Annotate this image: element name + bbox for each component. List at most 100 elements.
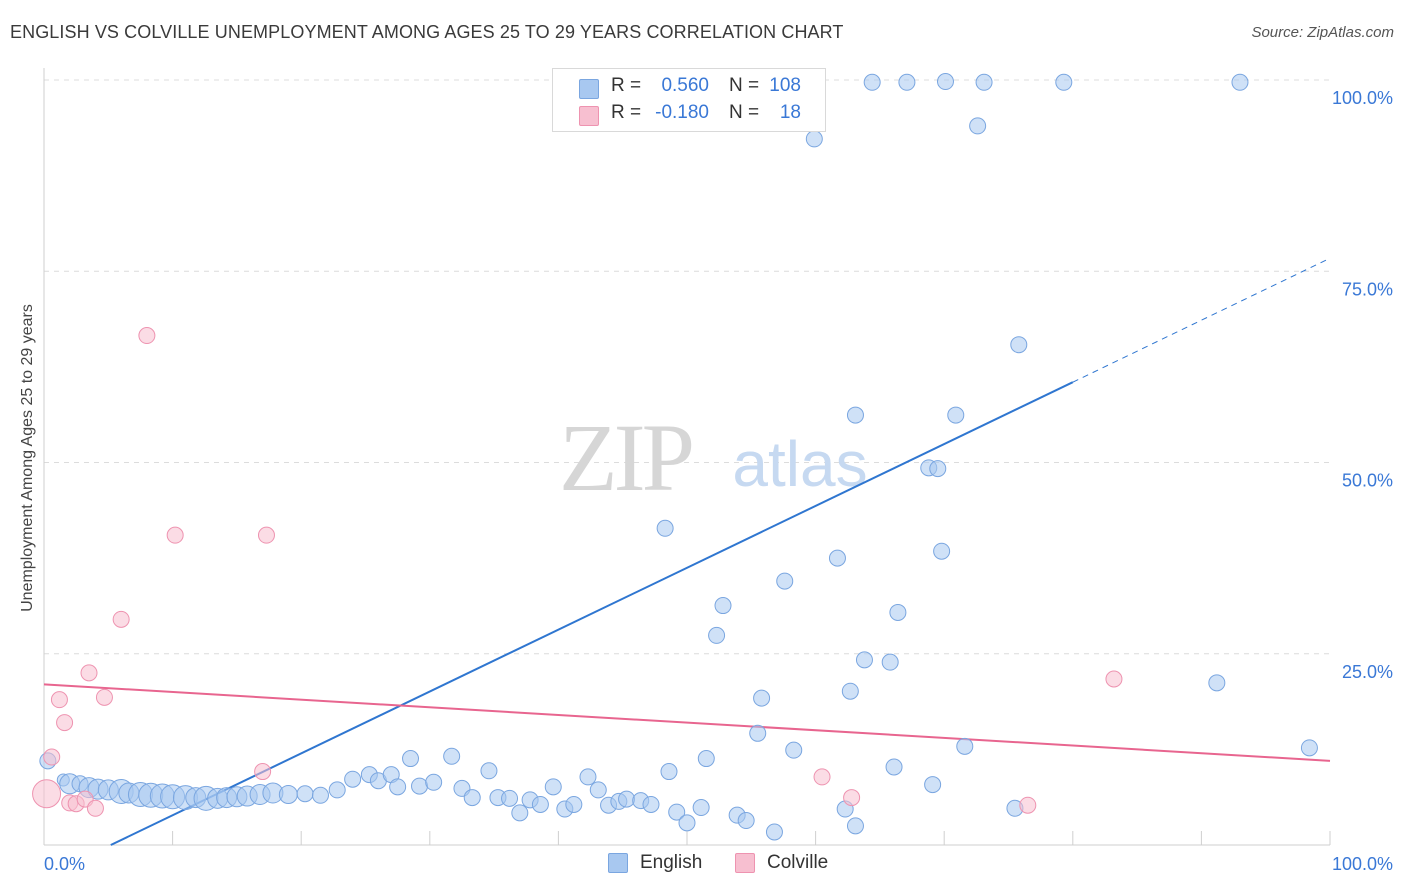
english-point [929,460,947,478]
y-tick-label: 25.0% [1342,662,1393,682]
colville-point [43,748,61,766]
english-point [737,812,755,830]
r-value: -0.180 [655,102,709,123]
english-point [924,776,942,794]
english-point [947,406,965,424]
legend-label-english: English [640,852,703,873]
english-point [642,795,660,813]
english-point [975,73,993,91]
colville-point [138,327,156,345]
watermark-atlas: atlas [732,428,867,500]
data-points [32,73,1318,841]
english-point [969,117,987,135]
colville-point [257,526,275,544]
english-point [697,750,715,768]
r-label: R = [611,75,642,96]
axes [43,68,1331,846]
english-point [933,542,951,560]
english-point [328,781,346,799]
english-point [855,651,873,669]
n-value: 18 [779,102,801,123]
english-point [344,770,362,788]
stats-row-english: R = 0.560 N = 108 [553,75,825,101]
english-point [278,785,298,805]
english-point [501,789,519,807]
colville-swatch [579,106,599,126]
stats-row-colville: R = -0.180 N = 18 [553,102,825,128]
english-point [618,790,636,808]
english-point [881,653,899,671]
english-point [805,130,823,148]
english-point [898,73,916,91]
legend-item-english[interactable]: English [608,852,702,874]
english-point [765,823,783,841]
colville-point [32,779,62,809]
english-point [1208,674,1226,692]
y-tick-label: 75.0% [1342,279,1393,299]
trendlines [43,257,1331,846]
english-trendline [110,381,1074,846]
english-point [660,763,678,781]
english-point [480,762,498,780]
colville-point [112,610,130,628]
english-point [565,795,583,813]
english-point [846,406,864,424]
n-label: N = [729,102,760,123]
english-point [841,682,859,700]
english-point [936,73,954,91]
english-point [776,572,794,590]
english-point [863,73,881,91]
colville-trendline [43,683,1331,762]
y-tick-label: 100.0% [1332,88,1393,108]
english-point [785,741,803,759]
english-point [1055,73,1073,91]
source-note: Source: ZipAtlas.com [1251,24,1394,41]
english-point [296,785,314,803]
english-swatch [579,79,599,99]
english-point [443,747,461,765]
n-value: 108 [769,75,801,96]
colville-point [166,526,184,544]
colville-point [86,799,104,817]
english-point [311,786,329,804]
english-point [956,737,974,755]
english-point [692,799,710,817]
colville-point [1105,670,1123,688]
english-point [531,795,549,813]
english-point [1300,739,1318,757]
colville-point [95,688,113,706]
english-point [749,724,767,742]
english-point [753,689,771,707]
english-point [708,626,726,644]
correlation-stats-box: R = 0.560 N = 108 R = -0.180 N = 18 [552,68,826,132]
english-point [1231,73,1249,91]
english-point [425,773,443,791]
english-point [411,777,429,795]
english-point [889,603,907,621]
english-point [678,814,696,832]
colville-point [50,691,68,709]
english-point [463,789,481,807]
english-point [846,817,864,835]
y-axis-label: Unemployment Among Ages 25 to 29 years [19,304,36,612]
english-point [402,750,420,768]
english-trendline-extension [1072,257,1331,383]
chart-title: ENGLISH VS COLVILLE UNEMPLOYMENT AMONG A… [10,22,844,42]
x-tick-label: 100.0% [1332,854,1393,874]
colville-point [56,714,74,732]
english-point [885,758,903,776]
r-value: 0.560 [661,75,709,96]
english-point [714,597,732,615]
english-point [579,768,597,786]
legend-item-colville[interactable]: Colville [735,852,828,874]
english-point [544,778,562,796]
colville-point [254,763,272,781]
english-point [511,804,529,822]
legend-label-colville: Colville [767,852,829,873]
n-label: N = [729,75,760,96]
colville-point [1019,796,1037,814]
english-point [656,519,674,537]
colville-point [813,768,831,786]
english-point [828,549,846,567]
